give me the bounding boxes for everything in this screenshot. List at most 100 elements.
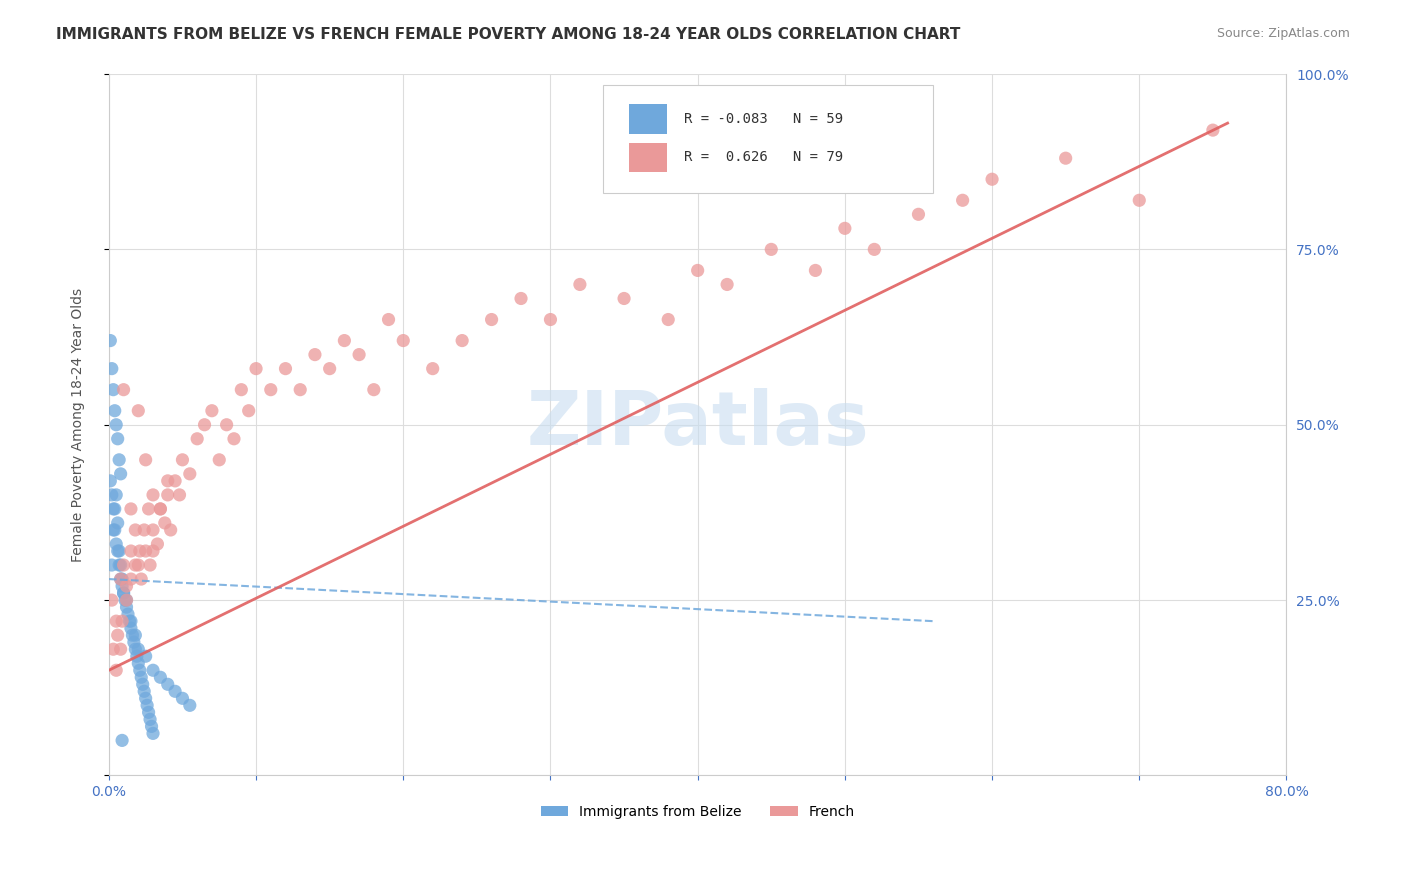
Point — [111, 614, 134, 628]
Point — [120, 621, 142, 635]
Point — [128, 544, 150, 558]
Point — [201, 403, 224, 417]
Point — [112, 383, 135, 397]
Point — [231, 383, 253, 397]
FancyBboxPatch shape — [603, 85, 934, 194]
Point — [135, 452, 157, 467]
Point — [121, 628, 143, 642]
Point — [193, 417, 215, 432]
Point — [318, 361, 340, 376]
Point — [112, 558, 135, 572]
Point — [392, 334, 415, 348]
Point — [716, 277, 738, 292]
Point — [238, 403, 260, 417]
Point — [156, 474, 179, 488]
Point — [142, 488, 165, 502]
Point — [172, 452, 194, 467]
Point — [104, 403, 127, 417]
Point — [105, 614, 128, 628]
Point — [117, 607, 139, 622]
Point — [112, 586, 135, 600]
Point — [118, 614, 141, 628]
Point — [108, 544, 131, 558]
Point — [103, 642, 125, 657]
Point — [135, 544, 157, 558]
Point — [120, 544, 142, 558]
Point — [124, 628, 146, 642]
Point — [451, 334, 474, 348]
Legend: Immigrants from Belize, French: Immigrants from Belize, French — [536, 799, 860, 824]
Point — [101, 593, 124, 607]
Point — [124, 523, 146, 537]
Point — [172, 691, 194, 706]
Point — [115, 600, 138, 615]
Point — [105, 488, 128, 502]
Point — [110, 572, 132, 586]
Point — [1128, 194, 1150, 208]
Point — [129, 670, 152, 684]
Point — [101, 361, 124, 376]
Point — [222, 432, 245, 446]
Point — [127, 558, 149, 572]
Text: IMMIGRANTS FROM BELIZE VS FRENCH FEMALE POVERTY AMONG 18-24 YEAR OLDS CORRELATIO: IMMIGRANTS FROM BELIZE VS FRENCH FEMALE … — [56, 27, 960, 42]
Point — [127, 642, 149, 657]
Point — [686, 263, 709, 277]
Point — [111, 579, 134, 593]
Point — [105, 663, 128, 677]
Point — [304, 348, 326, 362]
Point — [122, 635, 145, 649]
Point — [108, 558, 131, 572]
Point — [363, 383, 385, 397]
Point — [141, 719, 163, 733]
Point — [129, 572, 152, 586]
Point — [107, 432, 129, 446]
Point — [834, 221, 856, 235]
Point — [1202, 123, 1225, 137]
Point — [104, 502, 127, 516]
Point — [134, 523, 156, 537]
Point — [98, 474, 121, 488]
Point — [422, 361, 444, 376]
Point — [568, 277, 591, 292]
Point — [165, 684, 187, 698]
Point — [105, 417, 128, 432]
Point — [103, 523, 125, 537]
Point — [952, 194, 974, 208]
Point — [149, 502, 172, 516]
Point — [103, 502, 125, 516]
Point — [761, 243, 783, 257]
Point — [186, 432, 208, 446]
Point — [142, 663, 165, 677]
Point — [138, 502, 160, 516]
Point — [124, 642, 146, 657]
Point — [215, 417, 238, 432]
Point — [136, 698, 159, 713]
Point — [115, 593, 138, 607]
Text: Source: ZipAtlas.com: Source: ZipAtlas.com — [1216, 27, 1350, 40]
Point — [156, 488, 179, 502]
Point — [110, 572, 132, 586]
Point — [510, 292, 533, 306]
Point — [142, 726, 165, 740]
Point — [260, 383, 283, 397]
Point — [124, 558, 146, 572]
Point — [149, 670, 172, 684]
Point — [153, 516, 176, 530]
Point — [115, 579, 138, 593]
Point — [142, 523, 165, 537]
Point — [115, 593, 138, 607]
Point — [274, 361, 297, 376]
Point — [103, 383, 125, 397]
Point — [481, 312, 503, 326]
Point — [127, 657, 149, 671]
Point — [179, 698, 201, 713]
Point — [146, 537, 169, 551]
Point — [135, 691, 157, 706]
Point — [107, 516, 129, 530]
Point — [139, 558, 162, 572]
Point — [179, 467, 201, 481]
Point — [114, 593, 136, 607]
Point — [165, 474, 187, 488]
Point — [657, 312, 679, 326]
Text: R = -0.083   N = 59: R = -0.083 N = 59 — [683, 112, 842, 126]
